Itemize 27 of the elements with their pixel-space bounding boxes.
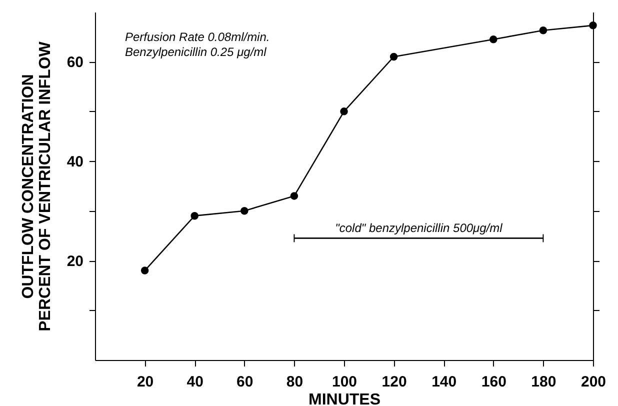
x-tick-label: 180: [531, 374, 556, 390]
x-axis-title: MINUTES: [308, 392, 381, 406]
point: [140, 266, 149, 274]
point: [190, 212, 198, 220]
point: [539, 26, 548, 34]
point: [240, 206, 248, 215]
point: [340, 108, 348, 116]
x-tick-label: 80: [286, 374, 304, 390]
x-tick-label: 160: [481, 374, 506, 390]
x-tick-label: 100: [332, 374, 358, 390]
x-tick-label: 140: [432, 374, 457, 390]
point: [589, 22, 597, 30]
x-tick-label: 40: [186, 374, 204, 390]
annotation: Perfusion Rate 0.08ml/min.: [125, 30, 270, 44]
annotation: "cold" benzylpenicillin 500μg/ml: [335, 221, 503, 236]
x-tick-label: 60: [236, 374, 254, 390]
x-tick-label: 200: [580, 374, 606, 390]
y-tick-label: 60: [66, 54, 84, 72]
point: [290, 192, 298, 200]
point: [390, 52, 398, 61]
y-tick-label: 40: [66, 154, 84, 171]
x-tick-label: 20: [136, 374, 154, 390]
x-tick-label: 120: [382, 374, 407, 390]
point: [490, 35, 498, 44]
y-tick-label: 20: [66, 253, 84, 270]
annotation: Benzylpenicillin 0.25 μg/ml: [125, 45, 267, 59]
y-axis-title: OUTFLOW CONCENTRATION PERCENT OF VENTRICULAR INFLOW: [20, 40, 54, 332]
